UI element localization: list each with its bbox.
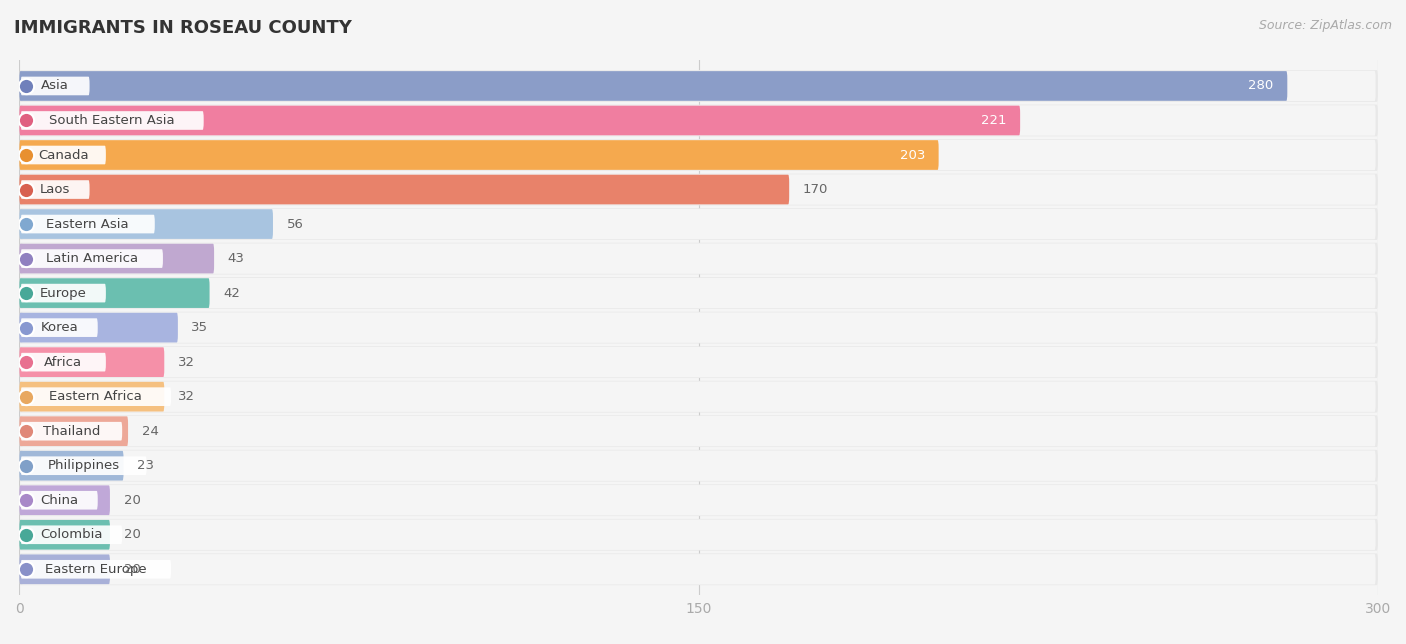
FancyBboxPatch shape [20,140,939,170]
FancyBboxPatch shape [21,318,97,337]
FancyBboxPatch shape [20,381,1378,413]
Text: Colombia: Colombia [41,528,103,541]
Text: Canada: Canada [38,149,89,162]
FancyBboxPatch shape [20,417,128,446]
Text: 20: 20 [124,528,141,541]
FancyBboxPatch shape [20,106,1021,135]
FancyBboxPatch shape [20,243,1378,274]
Text: Laos: Laos [39,183,70,196]
Text: 280: 280 [1249,79,1274,93]
FancyBboxPatch shape [20,312,1378,343]
FancyBboxPatch shape [21,554,1375,585]
FancyBboxPatch shape [21,146,105,164]
FancyBboxPatch shape [21,491,97,509]
FancyBboxPatch shape [21,387,172,406]
FancyBboxPatch shape [21,214,155,233]
FancyBboxPatch shape [20,175,789,204]
FancyBboxPatch shape [20,553,1378,585]
FancyBboxPatch shape [21,243,1375,274]
FancyBboxPatch shape [21,249,163,268]
FancyBboxPatch shape [20,243,214,274]
FancyBboxPatch shape [20,554,110,584]
FancyBboxPatch shape [20,277,1378,309]
FancyBboxPatch shape [21,381,1375,412]
Text: Thailand: Thailand [42,424,100,438]
Text: 20: 20 [124,494,141,507]
Text: 203: 203 [900,149,925,162]
Text: Source: ZipAtlas.com: Source: ZipAtlas.com [1258,19,1392,32]
FancyBboxPatch shape [20,208,1378,240]
FancyBboxPatch shape [21,347,1375,377]
FancyBboxPatch shape [21,175,1375,205]
FancyBboxPatch shape [20,451,124,480]
FancyBboxPatch shape [20,382,165,412]
FancyBboxPatch shape [21,111,204,130]
FancyBboxPatch shape [20,209,273,239]
FancyBboxPatch shape [20,70,1378,102]
FancyBboxPatch shape [21,77,90,95]
Text: 42: 42 [224,287,240,299]
FancyBboxPatch shape [20,346,1378,378]
Text: China: China [41,494,79,507]
Text: 32: 32 [179,390,195,403]
Text: Eastern Asia: Eastern Asia [46,218,129,231]
FancyBboxPatch shape [20,71,1288,101]
FancyBboxPatch shape [20,278,209,308]
FancyBboxPatch shape [21,485,1375,515]
Text: South Eastern Asia: South Eastern Asia [49,114,174,127]
FancyBboxPatch shape [21,422,122,440]
FancyBboxPatch shape [20,484,1378,516]
FancyBboxPatch shape [20,415,1378,447]
FancyBboxPatch shape [21,520,1375,550]
Text: IMMIGRANTS IN ROSEAU COUNTY: IMMIGRANTS IN ROSEAU COUNTY [14,19,352,37]
Text: Philippines: Philippines [48,459,120,472]
Text: 23: 23 [138,459,155,472]
FancyBboxPatch shape [21,353,105,372]
FancyBboxPatch shape [20,519,1378,551]
FancyBboxPatch shape [21,560,172,578]
FancyBboxPatch shape [21,416,1375,446]
FancyBboxPatch shape [21,180,90,199]
Text: 20: 20 [124,563,141,576]
FancyBboxPatch shape [21,526,122,544]
FancyBboxPatch shape [20,347,165,377]
Text: Eastern Africa: Eastern Africa [49,390,142,403]
FancyBboxPatch shape [20,174,1378,205]
FancyBboxPatch shape [20,450,1378,482]
FancyBboxPatch shape [21,278,1375,308]
Text: Africa: Africa [44,355,83,368]
FancyBboxPatch shape [21,284,105,303]
Text: 32: 32 [179,355,195,368]
FancyBboxPatch shape [20,520,110,549]
FancyBboxPatch shape [21,71,1375,101]
FancyBboxPatch shape [21,106,1375,136]
FancyBboxPatch shape [21,451,1375,481]
Text: Korea: Korea [41,321,79,334]
Text: 43: 43 [228,252,245,265]
FancyBboxPatch shape [20,486,110,515]
FancyBboxPatch shape [21,457,146,475]
Text: 221: 221 [981,114,1007,127]
Text: Eastern Europe: Eastern Europe [45,563,146,576]
Text: 35: 35 [191,321,208,334]
FancyBboxPatch shape [21,209,1375,240]
Text: Latin America: Latin America [46,252,138,265]
Text: 56: 56 [287,218,304,231]
Text: Asia: Asia [41,79,69,93]
FancyBboxPatch shape [21,312,1375,343]
FancyBboxPatch shape [20,139,1378,171]
FancyBboxPatch shape [20,313,179,343]
Text: 170: 170 [803,183,828,196]
FancyBboxPatch shape [21,140,1375,170]
FancyBboxPatch shape [20,104,1378,137]
Text: Europe: Europe [39,287,87,299]
Text: 24: 24 [142,424,159,438]
